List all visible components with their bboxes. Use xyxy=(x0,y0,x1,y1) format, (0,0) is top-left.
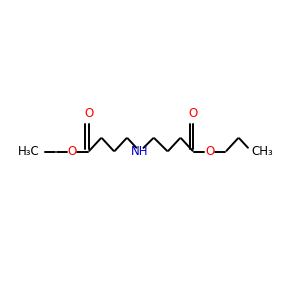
Text: O: O xyxy=(189,106,198,120)
Text: O: O xyxy=(205,145,214,158)
Text: O: O xyxy=(68,145,77,158)
Text: H₃C: H₃C xyxy=(18,145,40,158)
Text: NH: NH xyxy=(131,145,148,158)
Text: O: O xyxy=(84,106,93,120)
Text: CH₃: CH₃ xyxy=(251,145,273,158)
